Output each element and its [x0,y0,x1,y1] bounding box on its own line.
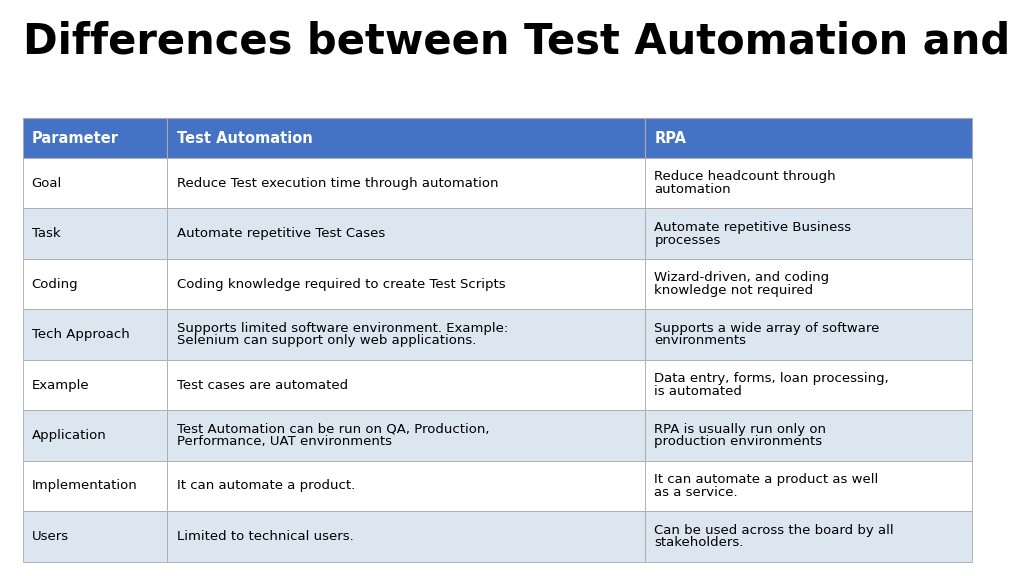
Text: Users: Users [32,530,69,543]
Text: knowledge not required: knowledge not required [654,284,813,297]
Text: Data entry, forms, loan processing,: Data entry, forms, loan processing, [654,372,889,385]
Text: environments: environments [654,335,746,347]
Text: RPA: RPA [654,131,686,146]
Text: Performance, UAT environments: Performance, UAT environments [176,435,391,448]
Text: Limited to technical users.: Limited to technical users. [176,530,353,543]
Text: as a service.: as a service. [654,486,738,499]
Text: Supports limited software environment. Example:: Supports limited software environment. E… [176,322,508,335]
Text: RPA is usually run only on: RPA is usually run only on [654,423,826,435]
Text: It can automate a product as well: It can automate a product as well [654,473,879,486]
Text: Test Automation can be run on QA, Production,: Test Automation can be run on QA, Produc… [176,423,489,435]
Text: Coding: Coding [32,278,79,291]
Text: Coding knowledge required to create Test Scripts: Coding knowledge required to create Test… [176,278,505,291]
Text: Goal: Goal [32,177,62,190]
Text: Example: Example [32,378,89,392]
Text: processes: processes [654,233,721,247]
Text: Tech Approach: Tech Approach [32,328,129,341]
Text: Selenium can support only web applications.: Selenium can support only web applicatio… [176,335,476,347]
Text: Reduce headcount through: Reduce headcount through [654,170,836,183]
Text: Differences between Test Automation and RPA: Differences between Test Automation and … [23,20,1024,62]
Text: Test Automation: Test Automation [176,131,312,146]
Text: Can be used across the board by all: Can be used across the board by all [654,524,894,536]
Text: Reduce Test execution time through automation: Reduce Test execution time through autom… [176,177,498,190]
Text: is automated: is automated [654,385,742,398]
Text: Automate repetitive Test Cases: Automate repetitive Test Cases [176,227,385,240]
Text: Supports a wide array of software: Supports a wide array of software [654,322,880,335]
Text: Task: Task [32,227,60,240]
Text: Implementation: Implementation [32,479,137,492]
Text: production environments: production environments [654,435,822,448]
Text: Test cases are automated: Test cases are automated [176,378,348,392]
Text: It can automate a product.: It can automate a product. [176,479,355,492]
Text: stakeholders.: stakeholders. [654,536,743,549]
Text: Application: Application [32,429,106,442]
Text: Automate repetitive Business: Automate repetitive Business [654,221,852,234]
Text: automation: automation [654,183,731,196]
Text: Parameter: Parameter [32,131,119,146]
Text: Wizard-driven, and coding: Wizard-driven, and coding [654,271,829,285]
